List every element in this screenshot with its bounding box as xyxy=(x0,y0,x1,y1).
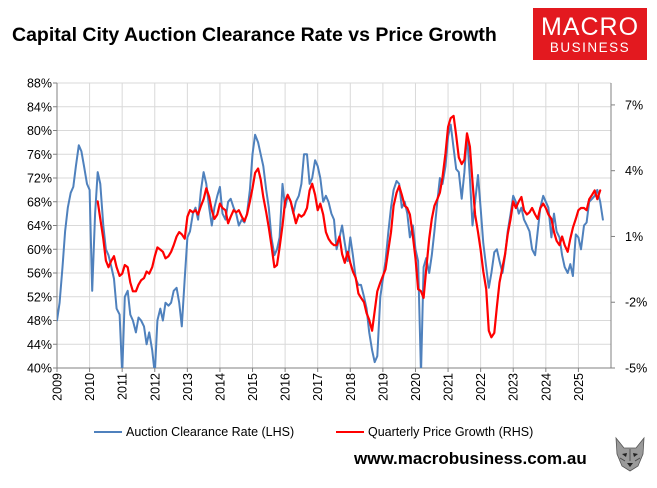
website-url: www.macrobusiness.com.au xyxy=(354,449,587,468)
right-axis-tick-labels: -5% -2% 1% 4% 7% xyxy=(625,98,647,375)
left-tick-label: 48% xyxy=(27,314,52,328)
right-tick-label: 4% xyxy=(625,164,643,178)
x-tick-label: 2019 xyxy=(376,373,390,401)
x-tick-label: 2009 xyxy=(51,373,65,401)
left-tick-label: 64% xyxy=(27,219,52,233)
x-tick-label: 2016 xyxy=(279,373,293,401)
logo-line-2: BUSINESS xyxy=(549,40,631,55)
legend-swatch-clearance xyxy=(94,431,122,433)
logo-line-1: MACRO xyxy=(540,13,640,41)
legend: Auction Clearance Rate (LHS) Quarterly P… xyxy=(0,425,657,445)
legend-item-growth: Quarterly Price Growth (RHS) xyxy=(336,425,533,439)
left-tick-label: 80% xyxy=(27,124,52,138)
x-axis-tick-labels: 2009 2010 2011 2012 2013 2014 2015 2016 2017 2018… xyxy=(51,373,586,401)
right-tick-label: 1% xyxy=(625,230,643,244)
chart-area: 40%44%48%52%56%60%64%68%72%76%80%84%88% … xyxy=(27,77,647,401)
x-tick-label: 2013 xyxy=(181,373,195,401)
series-lines xyxy=(57,114,604,368)
legend-label-growth: Quarterly Price Growth (RHS) xyxy=(368,425,534,439)
right-tick-label: -5% xyxy=(625,362,647,376)
x-tick-label: 2017 xyxy=(311,373,325,401)
x-tick-label: 2018 xyxy=(344,373,358,401)
right-tick-label: -2% xyxy=(625,296,647,310)
legend-swatch-growth xyxy=(336,431,364,433)
x-tick-label: 2024 xyxy=(539,373,553,401)
x-tick-label: 2020 xyxy=(409,373,423,401)
left-tick-label: 88% xyxy=(27,77,52,91)
legend-label-clearance: Auction Clearance Rate (LHS) xyxy=(126,425,295,439)
x-tick-label: 2010 xyxy=(83,373,97,401)
legend-item-clearance: Auction Clearance Rate (LHS) xyxy=(94,425,294,439)
series-line-price-growth xyxy=(96,114,602,339)
left-axis-tick-labels: 40% 44% 48% 52% 56% 60% 64% 68% 72% 76% 80% 84% 88% xyxy=(27,77,52,376)
left-tick-label: 52% xyxy=(27,290,52,304)
x-tick-label: 2012 xyxy=(148,373,162,401)
chart-title: Capital City Auction Clearance Rate vs P… xyxy=(12,24,497,46)
left-tick-label: 72% xyxy=(27,172,52,186)
x-tick-label: 2015 xyxy=(246,373,260,401)
left-tick-label: 84% xyxy=(27,100,52,114)
x-tick-label: 2025 xyxy=(572,373,586,401)
x-tick-label: 2014 xyxy=(213,373,227,401)
left-tick-label: 44% xyxy=(27,338,52,352)
x-tick-label: 2011 xyxy=(116,373,130,400)
left-tick-label: 60% xyxy=(27,243,52,257)
x-tick-label: 2023 xyxy=(507,373,521,401)
wolf-icon xyxy=(615,436,645,472)
x-tick-label: 2021 xyxy=(442,373,456,401)
left-tick-label: 76% xyxy=(27,148,52,162)
macrobusiness-logo: MACRO BUSINESS xyxy=(533,8,647,60)
right-tick-label: 7% xyxy=(625,98,643,112)
left-tick-label: 56% xyxy=(27,267,52,281)
left-tick-label: 68% xyxy=(27,195,52,209)
left-tick-label: 40% xyxy=(27,362,52,376)
x-tick-label: 2022 xyxy=(474,373,488,401)
